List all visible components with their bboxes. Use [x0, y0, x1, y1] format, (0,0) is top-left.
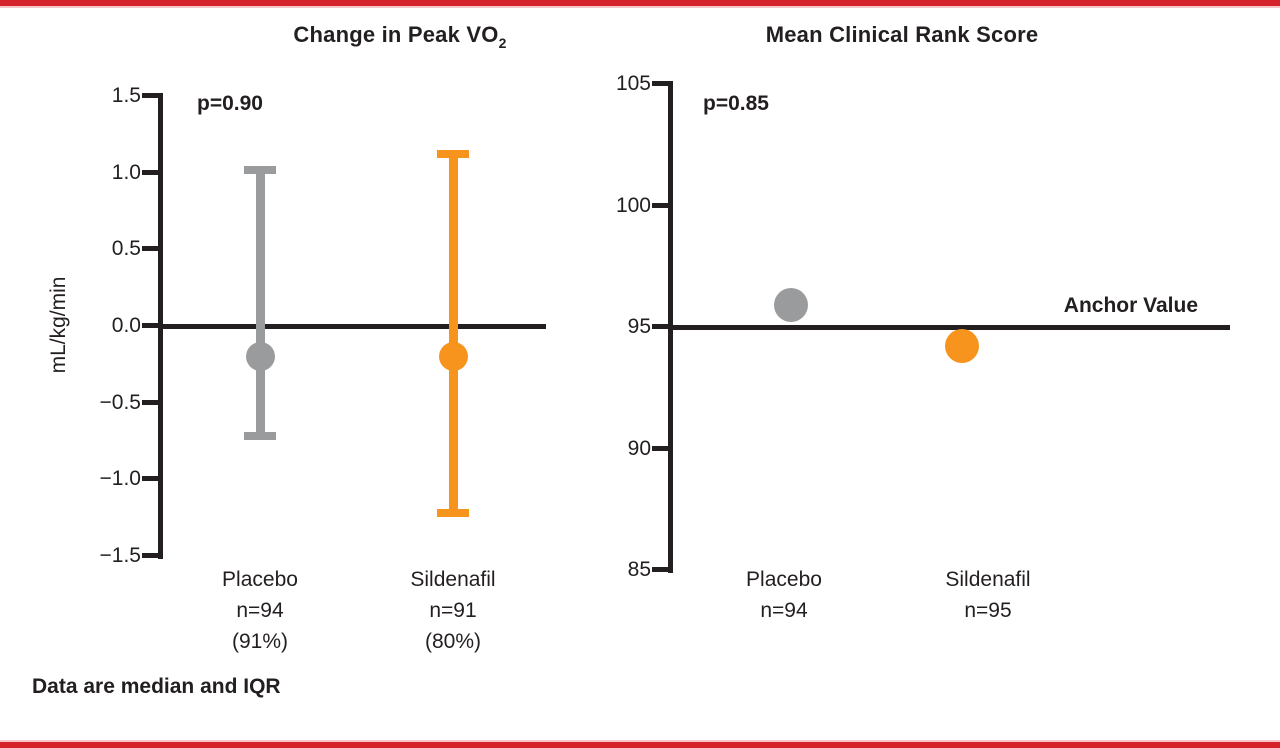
y-tick: [652, 81, 671, 86]
sildenafil-iqr-top-cap: [437, 150, 469, 159]
y-tick: [142, 246, 161, 252]
y-tick-label: −1.0: [99, 467, 141, 491]
top-red-rule: [0, 0, 1280, 6]
y-tick-label: −1.5: [99, 544, 141, 567]
y-tick-label: 100: [615, 193, 651, 217]
y-tick-label: 1.0: [111, 160, 141, 184]
left-category-sildenafil: Sildenafil n=91 (80%): [358, 564, 548, 657]
right-p-value: p=0.85: [703, 92, 769, 115]
right-category-placebo: Placebo n=94: [689, 564, 879, 626]
right-panel-title: Mean Clinical Rank Score: [765, 22, 1039, 47]
category-n: n=94: [760, 599, 808, 622]
left-panel-title: Change in Peak VO2: [180, 22, 620, 51]
category-name: Placebo: [222, 568, 298, 591]
category-pct: (80%): [424, 630, 482, 653]
footnote: Data are median and IQR: [32, 675, 281, 698]
y-tick: [142, 399, 161, 405]
zero-line: [158, 324, 546, 329]
category-pct: (91%): [231, 630, 289, 653]
y-tick-label: 1.5: [111, 84, 141, 107]
sildenafil-median-dot: [438, 342, 468, 372]
sildenafil-iqr-stem: [448, 157, 458, 510]
y-tick-label: 0.0: [111, 314, 141, 337]
category-name: Placebo: [746, 568, 822, 591]
placebo-iqr-bottom-cap: [244, 432, 276, 441]
anchor-line: [668, 325, 1230, 330]
category-n: n=91: [429, 599, 477, 622]
left-panel-title-subscript: 2: [498, 35, 507, 51]
category-n: n=95: [964, 599, 1012, 622]
left-y-axis-label: mL/kg/min: [47, 276, 70, 374]
left-panel-title-text: Change in Peak VO: [293, 22, 499, 47]
y-tick-label: −0.5: [99, 390, 141, 414]
placebo-mean-dot: [774, 288, 808, 323]
placebo-median-dot: [245, 342, 275, 372]
bottom-red-rule: [0, 742, 1280, 748]
left-category-placebo: Placebo n=94 (91%): [165, 564, 355, 657]
y-tick-label: 90: [627, 436, 651, 460]
y-tick: [652, 202, 671, 208]
y-tick-label: 95: [627, 315, 651, 338]
sildenafil-iqr-bottom-cap: [437, 509, 469, 517]
y-tick: [652, 324, 671, 329]
placebo-iqr-stem: [255, 172, 265, 434]
sildenafil-mean-dot: [945, 329, 979, 364]
left-p-value: p=0.90: [197, 92, 263, 115]
y-tick: [142, 323, 161, 328]
category-name: Sildenafil: [410, 568, 496, 591]
y-tick: [142, 553, 161, 558]
y-tick-label: 0.5: [111, 237, 141, 261]
category-n: n=94: [236, 599, 284, 622]
y-tick: [142, 476, 161, 482]
y-tick: [652, 567, 671, 572]
right-category-sildenafil: Sildenafil n=95: [893, 564, 1083, 626]
category-name: Sildenafil: [945, 568, 1031, 591]
anchor-value-label: Anchor Value: [1063, 294, 1198, 317]
y-tick: [142, 93, 161, 98]
y-tick: [652, 445, 671, 451]
y-tick: [142, 169, 161, 175]
y-tick-label: 105: [615, 72, 651, 95]
placebo-iqr-top-cap: [244, 165, 276, 174]
y-tick-label: 85: [627, 558, 651, 581]
